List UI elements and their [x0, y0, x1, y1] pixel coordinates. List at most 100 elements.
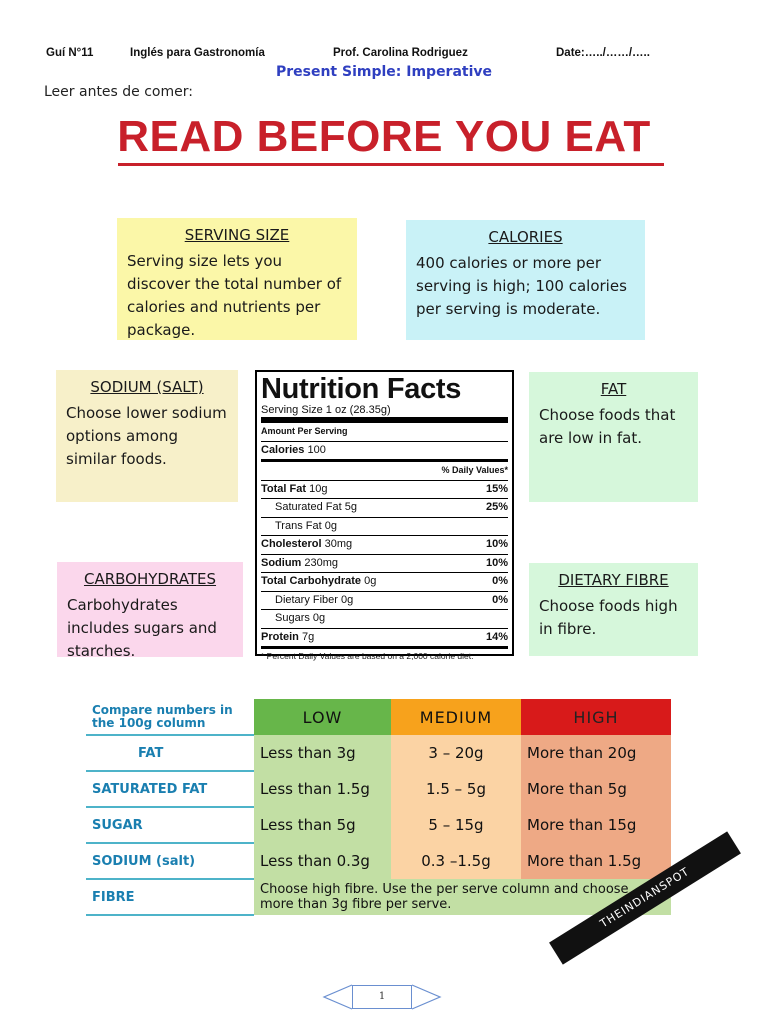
daily-values-header: % Daily Values* — [261, 459, 508, 480]
dietary-fibre-box: DIETARY FIBRE Choose foods high in fibre… — [529, 563, 698, 656]
nutrient-daily-value: 0% — [492, 575, 508, 587]
nutrient-row: Total Fat 10g 15% — [261, 479, 508, 499]
sodium-text: Choose lower sodium options among simila… — [66, 404, 227, 468]
nutrient-daily-value: 10% — [485, 556, 508, 569]
serving-size-line: Serving Size 1 oz (28.35g) — [261, 404, 391, 416]
high-value: More than 15g — [521, 807, 671, 843]
nutrient-name: Sodium — [261, 556, 302, 569]
fat-heading: FAT — [600, 380, 627, 398]
guide-number: Guí N°11 — [46, 47, 94, 59]
medium-header: MEDIUM — [391, 699, 521, 735]
dietary-fibre-text: Choose foods high in fibre. — [539, 597, 678, 638]
medium-value: 3 – 20g — [391, 735, 521, 771]
medium-value: 0.3 –1.5g — [391, 843, 521, 879]
teacher-name: Prof. Carolina Rodriguez — [333, 47, 468, 59]
main-title: READ BEFORE YOU EAT — [117, 112, 651, 161]
nutrient-row: Dietary Fiber 0g 0% — [261, 590, 508, 610]
low-value: Less than 3g — [254, 735, 391, 771]
nutrient-row: Total Carbohydrate 0g 0% — [261, 572, 508, 591]
nutrient-amount: 230mg — [304, 556, 339, 569]
comparison-row: SUGAR Less than 5g 5 – 15g More than 15g — [86, 807, 671, 844]
fat-box: FAT Choose foods that are low in fat. — [529, 372, 698, 502]
nutrient-name: Total Fat — [261, 482, 307, 495]
nutrient-daily-value: 0% — [492, 593, 508, 606]
page-number-ornament — [322, 984, 442, 1010]
sodium-box: SODIUM (SALT) Choose lower sodium option… — [56, 370, 238, 502]
nutrient-row: Saturated Fat 5g 25% — [261, 498, 508, 517]
carbohydrates-heading: CARBOHYDRATES — [83, 570, 217, 588]
nutrient-name: Cholesterol — [261, 538, 322, 550]
comparison-row: SODIUM (salt) Less than 0.3g 0.3 –1.5g More… — [86, 843, 671, 880]
nutrient-amount: 0g — [312, 612, 326, 624]
nutrient-name: Trans Fat — [275, 519, 322, 532]
nutrient-amount: 7g — [301, 630, 315, 643]
nutrient-daily-value: 15% — [485, 482, 508, 495]
nutrition-footnote: * Percent Daily Values are based on a 2,… — [261, 646, 508, 662]
carbohydrates-text: Carbohydrates includes sugars and starch… — [67, 596, 217, 660]
nutrient-row: Protein 7g 14% — [261, 627, 508, 647]
serving-size-text: Serving size lets you discover the total… — [127, 252, 342, 339]
low-value: Less than 1.5g — [254, 771, 391, 807]
sodium-heading: SODIUM (SALT) — [90, 378, 204, 396]
calories-text: 400 calories or more per serving is high… — [416, 254, 627, 318]
page-number: 1 — [352, 985, 412, 1009]
subtitle: Present Simple: Imperative — [275, 64, 493, 80]
low-value: Less than 5g — [254, 807, 391, 843]
nutrient-name: Dietary Fiber — [275, 593, 338, 606]
nutrient-label: SATURATED FAT — [86, 771, 254, 808]
nutrient-row: Sodium 230mg 10% — [261, 553, 508, 573]
course-name: Inglés para Gastronomía — [130, 47, 265, 59]
nutrient-name: Protein — [261, 630, 299, 643]
fibre-label: FIBRE — [86, 879, 254, 916]
nutrient-amount: 5g — [344, 501, 357, 513]
dietary-fibre-heading: DIETARY FIBRE — [558, 571, 669, 589]
nutrient-name: Saturated Fat — [275, 501, 342, 513]
high-header: HIGH — [521, 699, 671, 735]
nutrient-amount: 10g — [309, 482, 328, 495]
serving-size-heading: SERVING SIZE — [184, 226, 290, 244]
low-value: Less than 0.3g — [254, 843, 391, 879]
nutrient-row: Trans Fat 0g — [261, 516, 508, 536]
calories-box: CALORIES 400 calories or more per servin… — [406, 220, 645, 340]
nutrient-amount: 0g — [324, 519, 337, 532]
comparison-row: SATURATED FAT Less than 1.5g 1.5 – 5g More … — [86, 771, 671, 808]
amount-per-serving: Amount Per Serving — [261, 417, 508, 441]
fibre-advice: Choose high fibre. Use the per serve col… — [254, 879, 671, 915]
fibre-row: FIBRE Choose high fibre. Use the per ser… — [86, 879, 671, 916]
serving-size-box: SERVING SIZE Serving size lets you disco… — [117, 218, 357, 340]
medium-value: 5 – 15g — [391, 807, 521, 843]
nutrient-daily-value: 10% — [485, 538, 508, 550]
title-underline — [118, 163, 664, 166]
nutrient-daily-value: 14% — [485, 630, 508, 643]
nutrient-amount: 0g — [364, 575, 377, 587]
nutrient-row: Sugars 0g — [261, 609, 508, 628]
comparison-table: Compare numbers in the 100g column LOW M… — [86, 699, 671, 916]
calories-heading: CALORIES — [488, 228, 563, 246]
nutrient-amount: 0g — [341, 593, 354, 606]
comparison-row: FAT Less than 3g 3 – 20g More than 20g — [86, 735, 671, 772]
high-value: More than 1.5g — [521, 843, 671, 879]
low-header: LOW — [254, 699, 391, 735]
medium-value: 1.5 – 5g — [391, 771, 521, 807]
nutrient-label: SODIUM (salt) — [86, 843, 254, 880]
nutrient-row: Cholesterol 30mg 10% — [261, 535, 508, 554]
nutrient-amount: 30mg — [324, 538, 353, 550]
fat-text: Choose foods that are low in fat. — [539, 406, 676, 447]
nutrition-facts-label: Nutrition Facts Serving Size 1 oz (28.35… — [255, 370, 514, 661]
nutrient-name: Total Carbohydrate — [261, 575, 362, 587]
intro-text: Leer antes de comer: — [44, 84, 193, 100]
nutrient-label: FAT — [86, 735, 254, 772]
nutrient-name: Sugars — [275, 612, 310, 624]
calories-line: Calories 100 — [261, 440, 508, 460]
comparison-header-row: Compare numbers in the 100g column LOW M… — [86, 699, 671, 736]
comparison-rows: FAT Less than 3g 3 – 20g More than 20g SATUR… — [86, 735, 671, 880]
nutrient-label: SUGAR — [86, 807, 254, 844]
compare-header-label: Compare numbers in the 100g column — [86, 699, 254, 736]
nutrient-daily-value: 25% — [485, 501, 508, 513]
high-value: More than 20g — [521, 735, 671, 771]
nutrient-rows: Total Fat 10g 15% Saturated Fat 5g 25% Trans… — [261, 479, 508, 647]
carbohydrates-box: CARBOHYDRATES Carbohydrates includes sug… — [57, 562, 243, 660]
nutrition-facts-title: Nutrition Facts — [261, 373, 462, 405]
high-value: More than 5g — [521, 771, 671, 807]
date-field: Date:…../……/….. — [556, 47, 650, 59]
